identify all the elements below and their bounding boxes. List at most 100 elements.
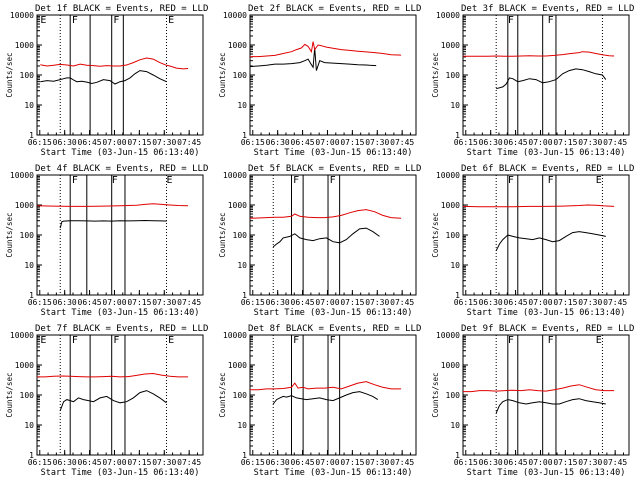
plot-frame [249, 334, 417, 456]
chart-svg: Det 9f BLACK = Events, RED = LLD 1 10 100 10… [431, 324, 634, 478]
chart-svg: Det 4f BLACK = Events, RED = LLD 1 10 100 10… [5, 164, 208, 318]
x-tick-label: 06:45 [78, 458, 102, 467]
x-tick-label: 07:15 [553, 298, 577, 307]
y-tick-label: 100 [446, 231, 461, 240]
y-axis-label: Counts/sec [431, 372, 440, 417]
x-tick-label: 07:00 [315, 298, 339, 307]
y-axis-label: Counts/sec [5, 372, 14, 417]
chart-title: Det 2f BLACK = Events, RED = LLD [248, 4, 421, 14]
lld-series-line [250, 41, 402, 58]
plot-frame [36, 334, 204, 456]
x-tick-label: 07:30 [365, 138, 389, 147]
y-tick-label: 10000 [223, 11, 247, 20]
y-tick-label: 1000 [228, 361, 247, 370]
interval-marker-f: F [548, 15, 554, 26]
x-tick-label: 07:15 [127, 138, 151, 147]
x-tick-label: 06:30 [266, 138, 290, 147]
lld-series-line [463, 384, 615, 393]
x-tick-label: 06:30 [479, 458, 503, 467]
y-tick-label: 10 [237, 261, 247, 270]
interval-marker-f: F [72, 335, 78, 346]
x-tick-label: 07:30 [365, 458, 389, 467]
interval-marker-e: E [596, 175, 602, 186]
x-tick-label: 06:15 [28, 298, 52, 307]
y-tick-label: 10000 [436, 11, 460, 20]
chart-svg: Det 1f BLACK = Events, RED = LLD 1 10 100 10… [5, 4, 208, 158]
y-tick-label: 10000 [223, 171, 247, 180]
y-tick-label: 10 [450, 101, 460, 110]
y-tick-label: 100 [233, 231, 248, 240]
x-tick-label: 07:45 [390, 138, 414, 147]
y-tick-label: 1 [29, 131, 34, 140]
x-tick-label: 07:00 [315, 458, 339, 467]
x-tick-label: 07:15 [127, 458, 151, 467]
x-tick-label: 07:30 [152, 458, 176, 467]
y-tick-label: 1 [455, 131, 460, 140]
x-axis-label: Start Time (03-Jun-15 06:13:40) [467, 468, 626, 478]
y-tick-label: 1000 [15, 201, 34, 210]
events-series-line [272, 227, 380, 248]
x-tick-label: 06:30 [479, 298, 503, 307]
plot-frame [462, 14, 630, 136]
plot-frame [462, 174, 630, 296]
chart-title: Det 5f BLACK = Events, RED = LLD [248, 164, 421, 174]
interval-marker-f: F [72, 175, 78, 186]
x-tick-label: 07:15 [553, 458, 577, 467]
interval-marker-f: F [113, 15, 119, 26]
events-series-line [496, 68, 607, 90]
x-tick-label: 06:45 [504, 298, 528, 307]
x-axis-label: Start Time (03-Jun-15 06:13:40) [254, 468, 413, 478]
detector-panel-5: Det 5f BLACK = Events, RED = LLD 1 10 100 10… [213, 160, 426, 320]
y-tick-label: 10 [24, 421, 34, 430]
events-series-line [59, 390, 167, 411]
detector-panel-7: Det 7f BLACK = Events, RED = LLD 1 10 100 10… [0, 320, 213, 480]
chart-title: Det 8f BLACK = Events, RED = LLD [248, 324, 421, 334]
y-axis-label: Counts/sec [431, 212, 440, 257]
x-tick-label: 07:00 [528, 298, 552, 307]
interval-marker-e: E [40, 15, 46, 26]
x-tick-label: 06:45 [78, 138, 102, 147]
x-tick-label: 06:15 [28, 138, 52, 147]
x-tick-label: 07:45 [390, 298, 414, 307]
plot-frame [249, 174, 417, 296]
chart-title: Det 9f BLACK = Events, RED = LLD [461, 324, 634, 334]
x-tick-label: 07:15 [553, 138, 577, 147]
events-series-line [249, 47, 377, 71]
plot-frame [36, 14, 204, 136]
y-axis-label: Counts/sec [431, 52, 440, 97]
x-tick-label: 07:30 [578, 138, 602, 147]
detector-panel-4: Det 4f BLACK = Events, RED = LLD 1 10 100 10… [0, 160, 213, 320]
chart-svg: Det 6f BLACK = Events, RED = LLD 1 10 100 10… [431, 164, 634, 318]
y-tick-label: 1000 [441, 41, 460, 50]
lld-series-line [37, 372, 189, 378]
interval-marker-f: F [72, 15, 78, 26]
x-tick-label: 07:00 [102, 458, 126, 467]
x-tick-label: 07:00 [528, 458, 552, 467]
y-tick-label: 100 [446, 391, 461, 400]
x-tick-label: 06:15 [454, 138, 478, 147]
x-tick-label: 06:45 [504, 138, 528, 147]
x-tick-label: 06:45 [504, 458, 528, 467]
x-axis-label: Start Time (03-Jun-15 06:13:40) [41, 468, 200, 478]
detector-panel-3: Det 3f BLACK = Events, RED = LLD 1 10 100 10… [426, 0, 639, 160]
events-series-line [40, 70, 167, 85]
x-tick-label: 06:30 [53, 138, 77, 147]
x-tick-label: 07:00 [102, 298, 126, 307]
chart-title: Det 1f BLACK = Events, RED = LLD [35, 4, 208, 14]
y-tick-label: 1000 [441, 201, 460, 210]
y-tick-label: 100 [20, 391, 35, 400]
events-series-line [495, 231, 606, 251]
x-tick-label: 07:15 [340, 458, 364, 467]
interval-marker-f: F [508, 15, 514, 26]
x-tick-label: 06:30 [53, 458, 77, 467]
y-tick-label: 10000 [436, 331, 460, 340]
y-axis-label: Counts/sec [5, 212, 14, 257]
y-tick-label: 10000 [10, 171, 34, 180]
y-tick-label: 100 [20, 71, 35, 80]
x-tick-label: 07:30 [152, 298, 176, 307]
x-tick-label: 07:45 [603, 138, 627, 147]
y-tick-label: 10 [24, 261, 34, 270]
y-axis-label: Counts/sec [5, 52, 14, 97]
chart-svg: Det 8f BLACK = Events, RED = LLD 1 10 100 10… [218, 324, 421, 478]
